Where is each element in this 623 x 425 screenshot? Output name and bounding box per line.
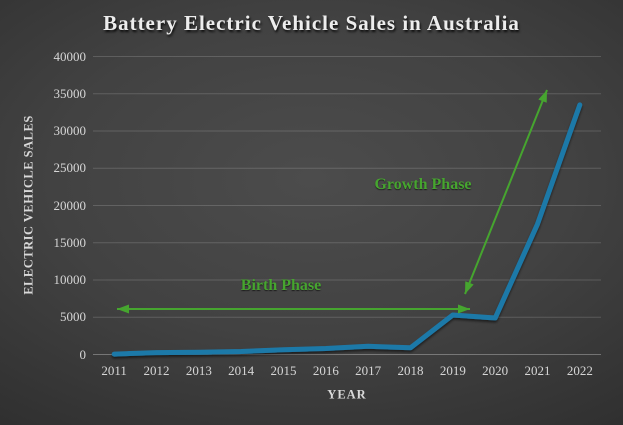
phase-arrows: [117, 89, 548, 314]
chart-title: Battery Electric Vehicle Sales in Austra…: [103, 11, 520, 35]
y-tick-label: 10000: [53, 272, 87, 287]
x-tick-label: 2019: [439, 363, 466, 378]
growth-phase-arrowhead: [538, 90, 547, 103]
x-tick-label: 2016: [312, 363, 339, 378]
y-tick-label: 30000: [53, 123, 87, 138]
birth-phase-label: Birth Phase: [240, 277, 322, 294]
growth-phase-arrow-line: [464, 89, 548, 295]
y-tick-label: 0: [79, 346, 87, 362]
x-tick-label: 2014: [228, 363, 255, 378]
x-tick-label: 2017: [355, 363, 382, 378]
x-tick-label: 2015: [270, 363, 297, 378]
x-tick-label: 2021: [524, 363, 551, 378]
growth-phase-arrowhead: [465, 281, 474, 294]
growth-phase-label: Growth Phase: [374, 176, 472, 193]
x-axis-title: YEAR: [327, 387, 367, 402]
sales-line-group: [111, 102, 583, 357]
x-tick-label: 2020: [482, 363, 509, 378]
y-tick-label: 15000: [53, 234, 87, 250]
x-tick-label: 2018: [397, 363, 424, 378]
y-tick-label: 25000: [53, 160, 87, 176]
sales-line: [111, 102, 583, 357]
y-tick-label: 40000: [53, 48, 87, 64]
x-tick-label: 2013: [185, 363, 212, 378]
y-tick-label: 35000: [53, 85, 87, 101]
x-tick-label: 2011: [101, 363, 127, 378]
birth-phase-arrowhead: [458, 304, 470, 314]
x-tick-label: 2012: [143, 363, 170, 378]
x-tick-label: 2022: [566, 363, 593, 378]
y-tick-label: 20000: [53, 197, 87, 213]
birth-phase-arrowhead: [117, 304, 129, 314]
y-tick-label: 5000: [60, 309, 86, 325]
